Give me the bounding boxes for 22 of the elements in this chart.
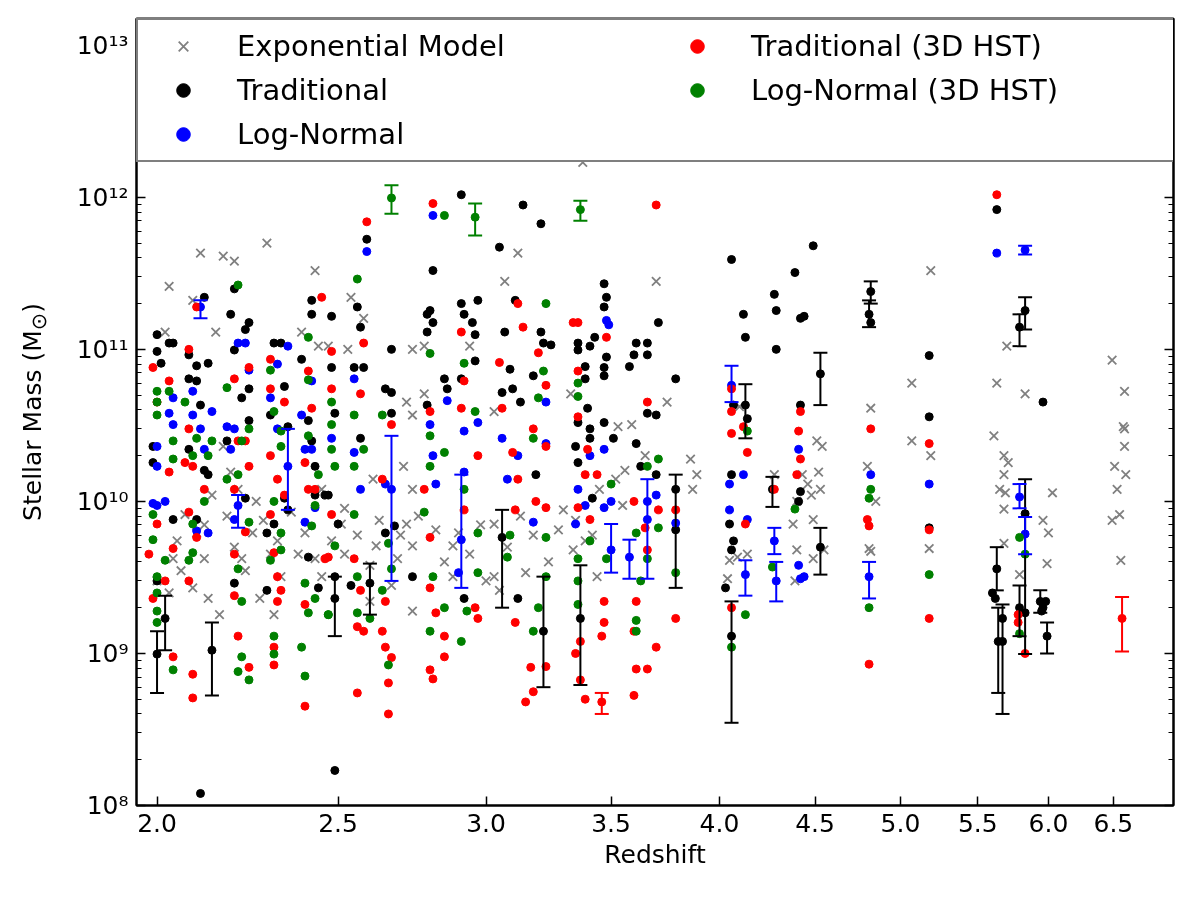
x-tick-label: 4.5 <box>795 808 835 838</box>
y-tick-label: 10¹² <box>76 182 129 212</box>
legend-label: Exponential Model <box>237 29 506 63</box>
y-tick-label: 10⁸ <box>86 791 129 820</box>
y-tick-label: 10¹⁰ <box>76 486 129 516</box>
x-tick-label: 6.5 <box>1093 808 1134 838</box>
x-tick-label: 4.0 <box>699 808 740 838</box>
legend-label: Log-Normal (3D HST) <box>751 73 1059 107</box>
x-tick-label: 6.0 <box>1028 808 1069 838</box>
x-tick-label: 3.0 <box>466 808 506 838</box>
legend-label: Log-Normal <box>237 117 406 151</box>
legend-label: Traditional (3D HST) <box>751 29 1043 63</box>
y-tick-label: 10⁹ <box>86 638 129 668</box>
x-tick-label: 2.0 <box>137 808 177 838</box>
legend-label: Traditional <box>237 73 389 107</box>
x-tick-label: 2.5 <box>318 808 358 838</box>
x-axis-title: Redshift <box>604 839 706 869</box>
y-tick-label: 10¹³ <box>76 30 129 60</box>
x-tick-label: 5.0 <box>880 808 921 838</box>
x-tick-label: 3.5 <box>591 808 631 838</box>
x-tick-label: 5.5 <box>957 808 998 838</box>
y-tick-label: 10¹¹ <box>76 334 129 364</box>
